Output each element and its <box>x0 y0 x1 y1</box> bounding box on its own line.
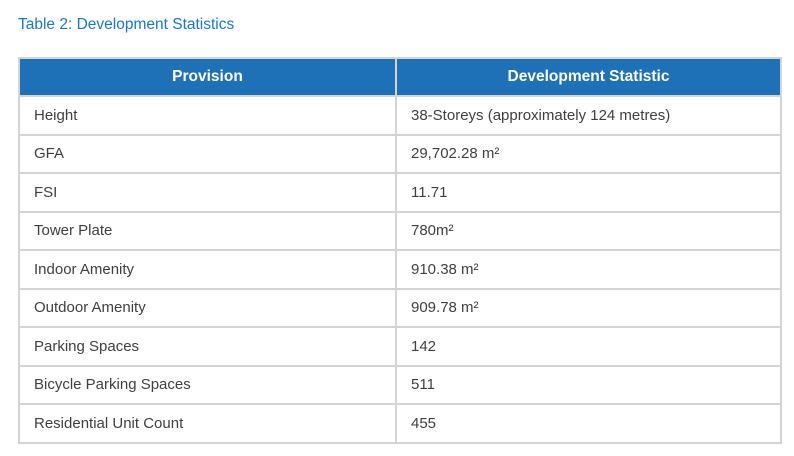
statistic-cell: 910.38 m² <box>395 249 782 290</box>
column-header-provision: Provision <box>18 57 397 97</box>
table-row: Parking Spaces 142 <box>18 326 782 367</box>
table-row: GFA 29,702.28 m² <box>18 133 782 174</box>
statistic-cell: 909.78 m² <box>395 287 782 328</box>
provision-cell: Outdoor Amenity <box>18 287 397 328</box>
table-row: FSI 11.71 <box>18 172 782 213</box>
table-header-row: Provision Development Statistic <box>18 57 782 97</box>
provision-cell: Indoor Amenity <box>18 249 397 290</box>
statistic-cell: 38-Storeys (approximately 124 metres) <box>395 95 782 136</box>
table-row: Tower Plate 780m² <box>18 210 782 251</box>
provision-cell: Height <box>18 95 397 136</box>
statistic-cell: 511 <box>395 364 782 405</box>
table-row: Residential Unit Count 455 <box>18 403 782 444</box>
provision-cell: FSI <box>18 172 397 213</box>
provision-cell: Tower Plate <box>18 210 397 251</box>
table-row: Indoor Amenity 910.38 m² <box>18 249 782 290</box>
development-statistics-table: Provision Development Statistic Height 3… <box>18 57 782 444</box>
provision-cell: Residential Unit Count <box>18 403 397 444</box>
statistic-cell: 142 <box>395 326 782 367</box>
provision-cell: Bicycle Parking Spaces <box>18 364 397 405</box>
table-row: Outdoor Amenity 909.78 m² <box>18 287 782 328</box>
statistic-cell: 780m² <box>395 210 782 251</box>
provision-cell: GFA <box>18 133 397 174</box>
table-row: Bicycle Parking Spaces 511 <box>18 364 782 405</box>
statistic-cell: 455 <box>395 403 782 444</box>
table-row: Height 38-Storeys (approximately 124 met… <box>18 95 782 136</box>
statistic-cell: 29,702.28 m² <box>395 133 782 174</box>
column-header-development-statistic: Development Statistic <box>395 57 782 97</box>
statistic-cell: 11.71 <box>395 172 782 213</box>
provision-cell: Parking Spaces <box>18 326 397 367</box>
table-caption: Table 2: Development Statistics <box>18 16 235 33</box>
